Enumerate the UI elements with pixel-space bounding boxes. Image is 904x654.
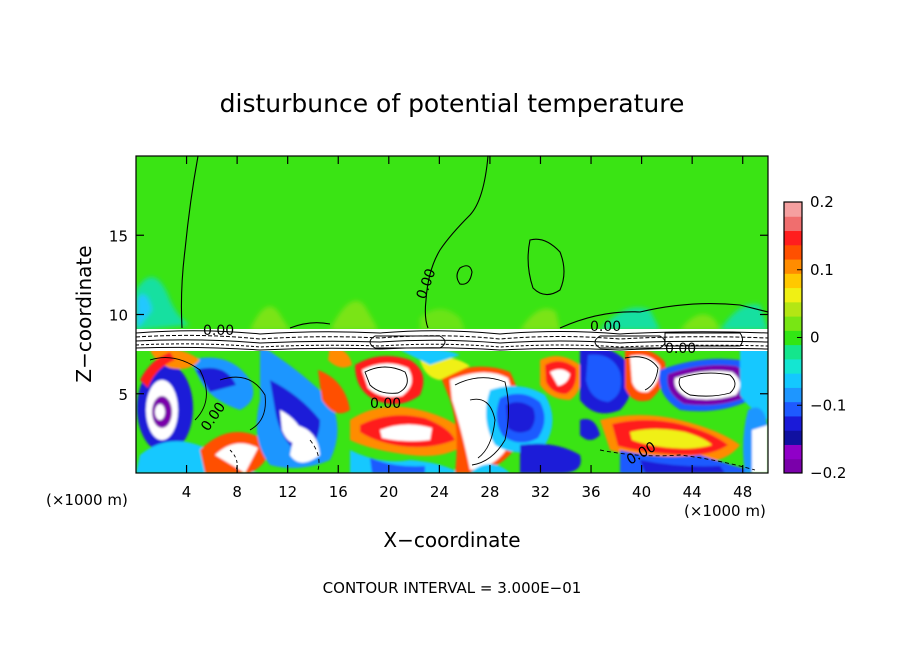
x-axis-label: X−coordinate bbox=[383, 528, 520, 552]
contour-interval-note: CONTOUR INTERVAL = 3.000E−01 bbox=[323, 579, 582, 597]
x-tick-label: 16 bbox=[329, 483, 348, 501]
x-tick-label: 36 bbox=[581, 483, 600, 501]
x-tick-label: 32 bbox=[531, 483, 550, 501]
x-tick-label: 8 bbox=[232, 483, 242, 501]
colorbar-swatch bbox=[784, 301, 802, 317]
contour-label: 0.00 bbox=[203, 323, 234, 339]
x-tick-label: 44 bbox=[683, 483, 702, 501]
colorbar-swatch bbox=[784, 373, 802, 388]
x-tick-label: 40 bbox=[632, 483, 651, 501]
colorbar-tick-label: −0.1 bbox=[810, 396, 846, 414]
colorbar-swatch bbox=[784, 458, 802, 474]
colorbar-swatch bbox=[784, 259, 802, 274]
y-tick-label: 10 bbox=[109, 307, 128, 325]
colorbar-swatch bbox=[784, 273, 802, 289]
colorbar-swatch bbox=[784, 358, 802, 374]
field-upper-patches bbox=[136, 277, 768, 330]
colorbar-swatch bbox=[784, 202, 802, 217]
field-lower-blobs bbox=[136, 345, 768, 473]
mixing-strip-lines bbox=[136, 330, 768, 351]
colorbar-swatch bbox=[784, 444, 802, 460]
colorbar-swatch bbox=[784, 344, 802, 360]
colorbar-swatch bbox=[784, 316, 802, 331]
x-tick-label: 28 bbox=[480, 483, 499, 501]
x-tick-label: 48 bbox=[733, 483, 752, 501]
x-unit-label-left: (×1000 m) bbox=[46, 491, 128, 509]
colorbar-tick-label: −0.2 bbox=[810, 464, 846, 482]
contour-label: 0.00 bbox=[370, 396, 401, 412]
colorbar-tick-label: 0 bbox=[810, 329, 820, 347]
colorbar-tick-label: 0.1 bbox=[810, 261, 834, 279]
colorbar-tick-label: 0.2 bbox=[810, 193, 834, 211]
x-axis: 4 8 12 16 20 24 28 32 36 40 44 48 bbox=[182, 156, 752, 501]
contour-label: 0.00 bbox=[665, 341, 696, 357]
plot-area bbox=[136, 156, 768, 473]
y-tick-label: 15 bbox=[109, 227, 128, 245]
x-tick-label: 12 bbox=[278, 483, 297, 501]
contour-lines bbox=[180, 156, 768, 329]
y-tick-label: 5 bbox=[118, 386, 128, 404]
x-unit-label-right: (×1000 m) bbox=[684, 502, 766, 520]
chart-title: disturbunce of potential temperature bbox=[220, 89, 685, 118]
x-tick-label: 4 bbox=[182, 483, 192, 501]
x-tick-label: 24 bbox=[430, 483, 449, 501]
y-axis-label: Z−coordinate bbox=[72, 245, 96, 382]
colorbar-swatch bbox=[784, 430, 802, 445]
colorbar-ticks: 0.2 0.1 0 −0.1 −0.2 bbox=[797, 193, 846, 482]
contour-label: 0.00 bbox=[590, 319, 621, 335]
colorbar-swatch bbox=[784, 216, 802, 232]
colorbar bbox=[783, 201, 803, 474]
colorbar-swatch bbox=[784, 230, 802, 246]
colorbar-swatch bbox=[784, 401, 802, 417]
colorbar-swatch bbox=[784, 387, 802, 403]
colorbar-swatch bbox=[784, 330, 802, 346]
colorbar-swatch bbox=[784, 244, 802, 260]
colorbar-swatch bbox=[784, 287, 802, 303]
y-axis: 5 10 15 bbox=[109, 227, 768, 404]
x-tick-label: 20 bbox=[379, 483, 398, 501]
colorbar-swatch bbox=[784, 415, 802, 431]
